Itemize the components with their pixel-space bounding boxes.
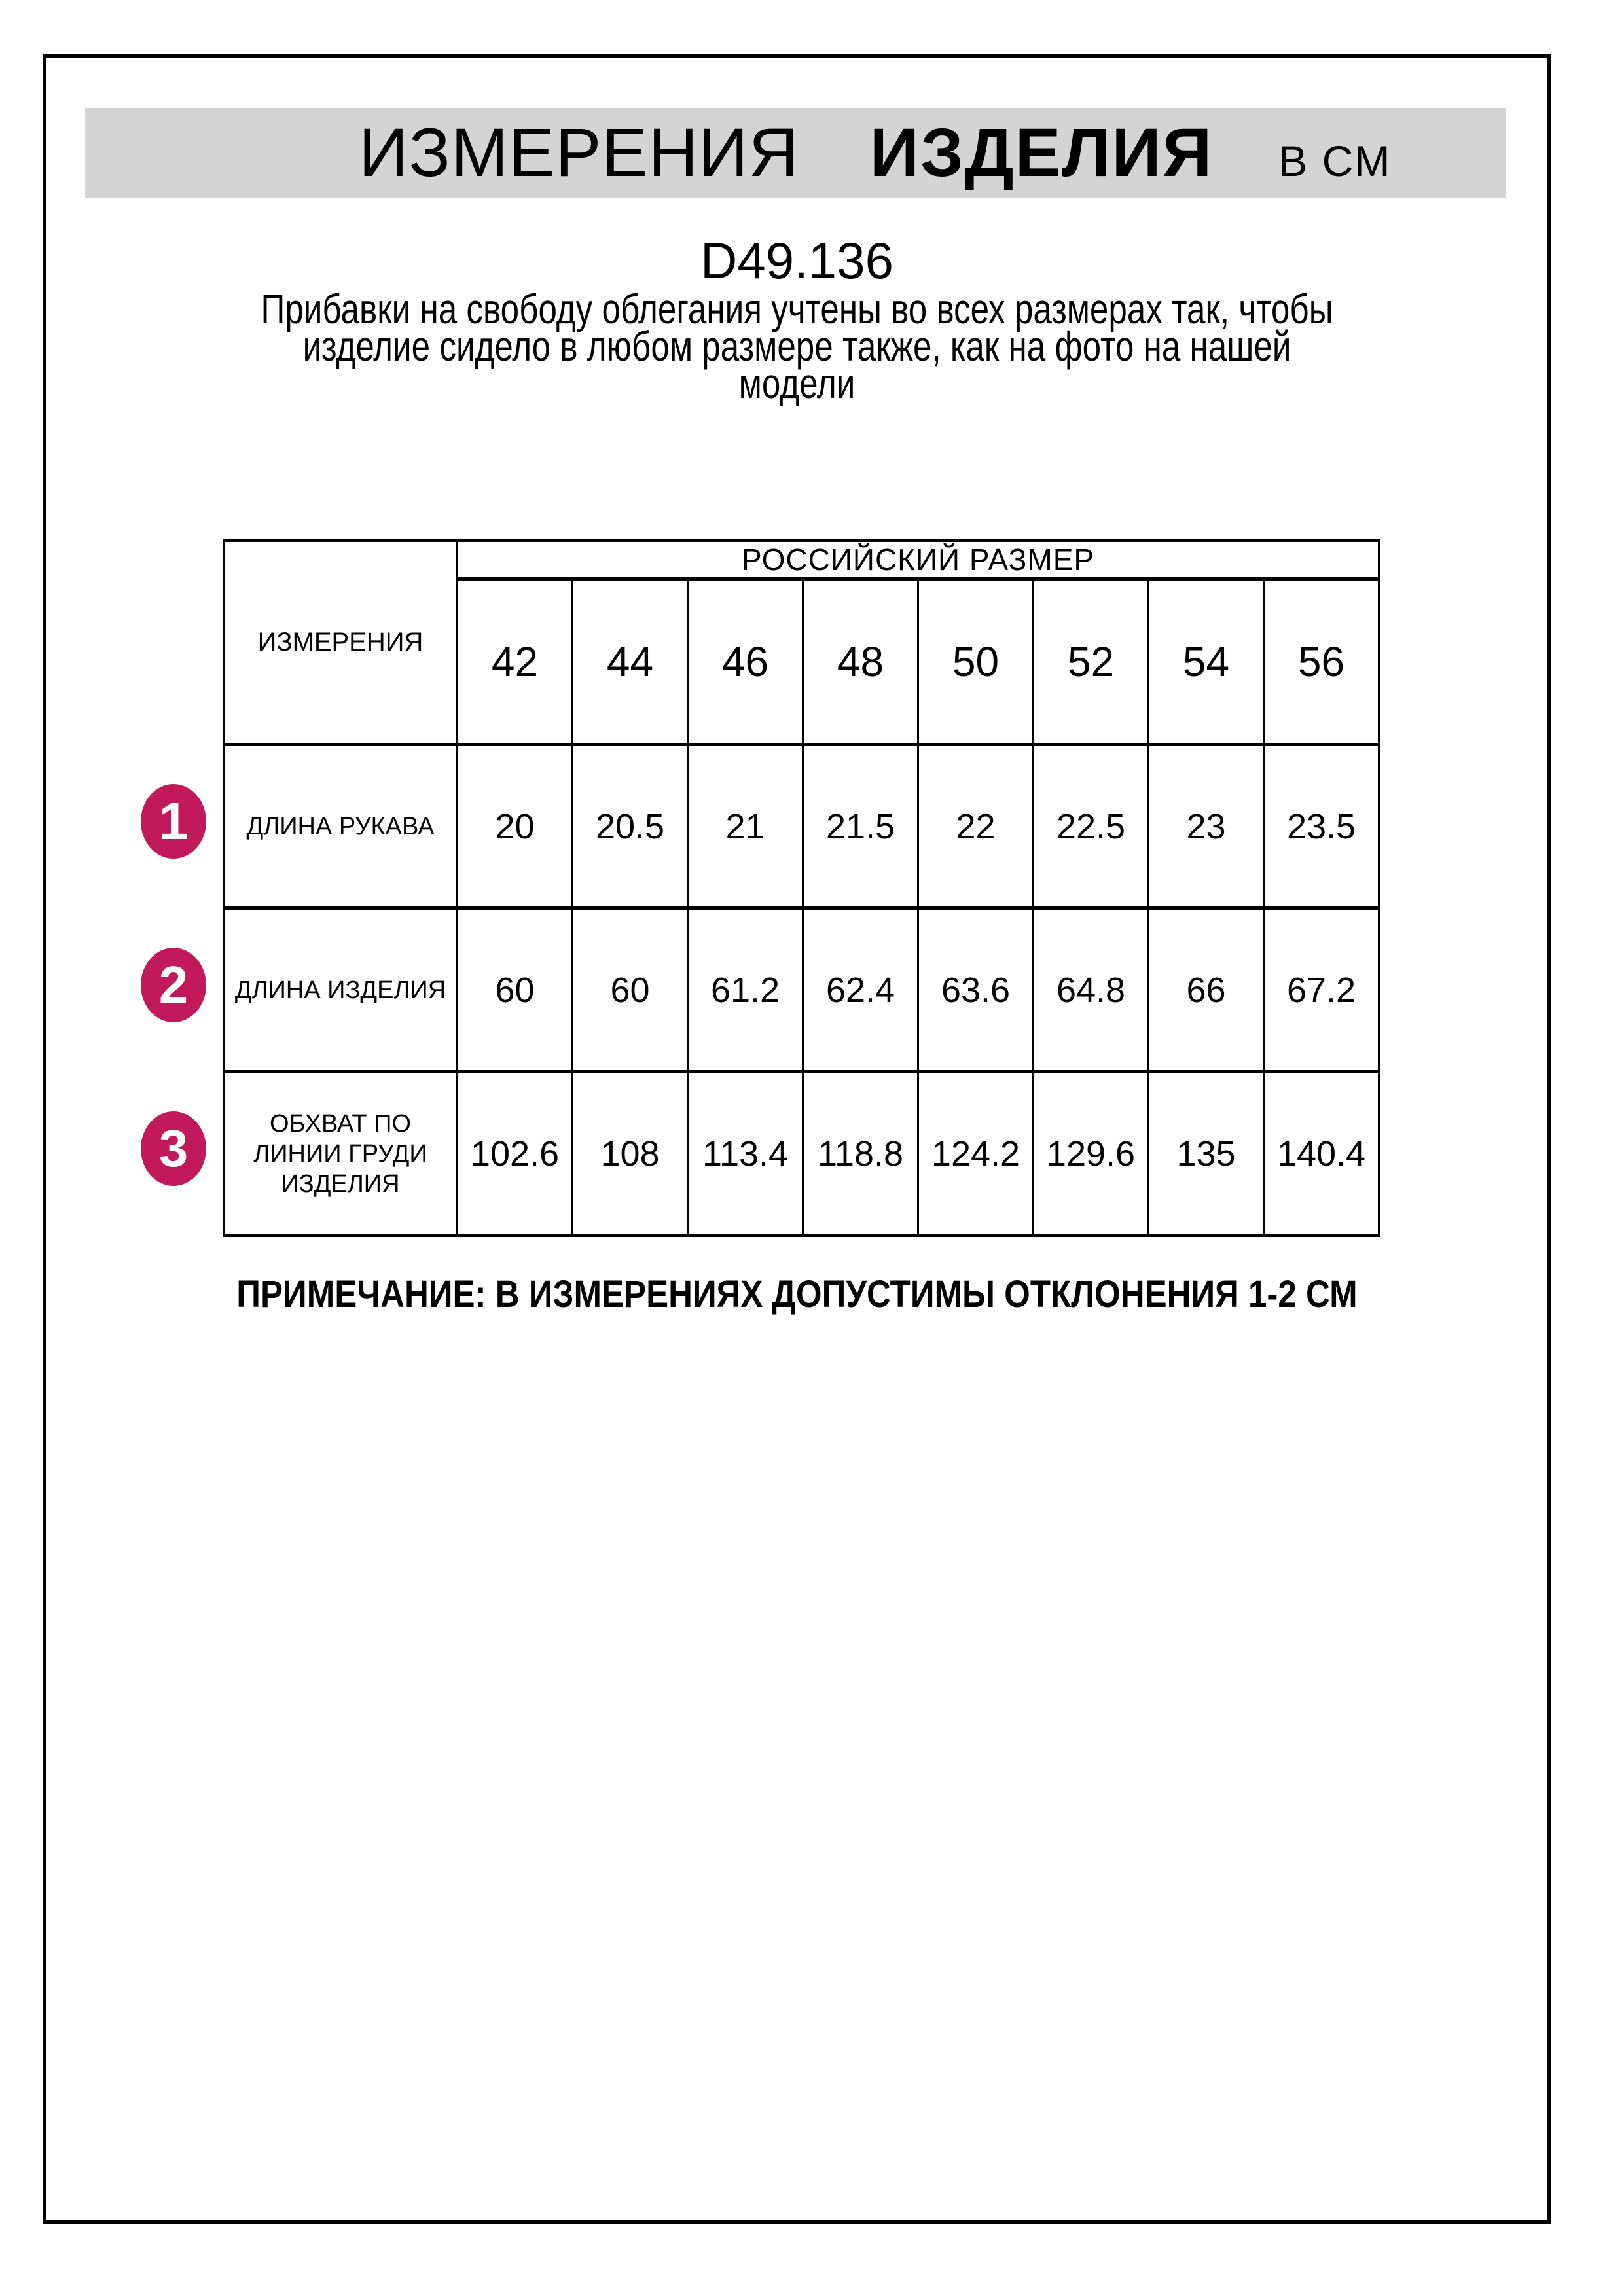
table-row-item-length: ДЛИНА ИЗДЕЛИЯ 60 60 61.2 62.4 63.6 64.8 … bbox=[223, 906, 1380, 1073]
size-column-header: 56 bbox=[1262, 577, 1380, 746]
size-column-header: 46 bbox=[687, 577, 804, 746]
measurement-value: 113.4 bbox=[687, 1070, 804, 1237]
measurement-value: 140.4 bbox=[1262, 1070, 1380, 1237]
size-column-header: 48 bbox=[802, 577, 919, 746]
measurement-value: 67.2 bbox=[1262, 906, 1380, 1073]
measurement-value: 61.2 bbox=[687, 906, 804, 1073]
size-column-header: 52 bbox=[1032, 577, 1149, 746]
table-row-sleeve-length: ДЛИНА РУКАВА 20 20.5 21 21.5 22 22.5 23 … bbox=[223, 743, 1380, 910]
measurement-value: 135 bbox=[1147, 1070, 1265, 1237]
size-column-header: 50 bbox=[917, 577, 1034, 746]
intro-line: Прибавки на свободу облегания учтены во … bbox=[261, 285, 1333, 332]
table-row-chest-girth: ОБХВАТ ПО ЛИНИИ ГРУДИ ИЗДЕЛИЯ 102.6 108 … bbox=[223, 1070, 1380, 1237]
measurement-value: 22.5 bbox=[1032, 743, 1149, 910]
title-bar: ИЗМЕРЕНИЯ ИЗДЕЛИЯ В СМ bbox=[85, 108, 1506, 198]
measurement-value: 102.6 bbox=[456, 1070, 573, 1237]
measurement-value: 124.2 bbox=[917, 1070, 1034, 1237]
corner-header-measurements: ИЗМЕРЕНИЯ bbox=[223, 539, 458, 746]
row-label: ДЛИНА РУКАВА bbox=[223, 743, 458, 910]
page-border-frame bbox=[43, 54, 1551, 2224]
size-column-header: 44 bbox=[571, 577, 689, 746]
measurement-value: 22 bbox=[917, 743, 1034, 910]
intro-paragraph: Прибавки на свободу облегания учтены во … bbox=[56, 285, 1538, 407]
measurement-value: 63.6 bbox=[917, 906, 1034, 1073]
intro-line: модели bbox=[738, 360, 856, 407]
measurement-value: 60 bbox=[456, 906, 573, 1073]
measurement-value: 66 bbox=[1147, 906, 1265, 1073]
measurements-table: ИЗМЕРЕНИЯ РОССИЙСКИЙ РАЗМЕР 42 44 46 48 … bbox=[223, 539, 1380, 1237]
size-header-row: 42 44 46 48 50 52 54 56 bbox=[224, 577, 1380, 746]
intro-line: изделие сидело в любом размере также, ка… bbox=[302, 323, 1291, 370]
title-word-measurements: ИЗМЕРЕНИЯ bbox=[359, 115, 799, 191]
row-number-badge: 2 bbox=[141, 948, 206, 1022]
measurement-value: 20.5 bbox=[571, 743, 689, 910]
row-label: ОБХВАТ ПО ЛИНИИ ГРУДИ ИЗДЕЛИЯ bbox=[223, 1070, 458, 1237]
measurement-value: 118.8 bbox=[802, 1070, 919, 1237]
size-column-header: 42 bbox=[456, 577, 573, 746]
size-column-header: 54 bbox=[1147, 577, 1265, 746]
title-word-product: ИЗДЕЛИЯ bbox=[869, 115, 1214, 191]
row-number-badge: 1 bbox=[141, 784, 206, 859]
tolerance-note: ПРИМЕЧАНИЕ: В ИЗМЕРЕНИЯХ ДОПУСТИМЫ ОТКЛО… bbox=[236, 1273, 1358, 1316]
measurement-value: 20 bbox=[456, 743, 573, 910]
measurement-value: 60 bbox=[571, 906, 689, 1073]
title-unit-cm: В СМ bbox=[1278, 137, 1392, 185]
measurement-value: 62.4 bbox=[802, 906, 919, 1073]
row-number-badge: 3 bbox=[141, 1111, 206, 1186]
measurement-value: 21 bbox=[687, 743, 804, 910]
measurement-value: 21.5 bbox=[802, 743, 919, 910]
measurement-value: 108 bbox=[571, 1070, 689, 1237]
measurement-value: 23 bbox=[1147, 743, 1265, 910]
measurement-value: 23.5 bbox=[1262, 743, 1380, 910]
measurement-value: 129.6 bbox=[1032, 1070, 1149, 1237]
row-label: ДЛИНА ИЗДЕЛИЯ bbox=[223, 906, 458, 1073]
measurement-value: 64.8 bbox=[1032, 906, 1149, 1073]
russian-size-header: РОССИЙСКИЙ РАЗМЕР bbox=[456, 539, 1380, 581]
model-code: D49.136 bbox=[700, 232, 893, 289]
